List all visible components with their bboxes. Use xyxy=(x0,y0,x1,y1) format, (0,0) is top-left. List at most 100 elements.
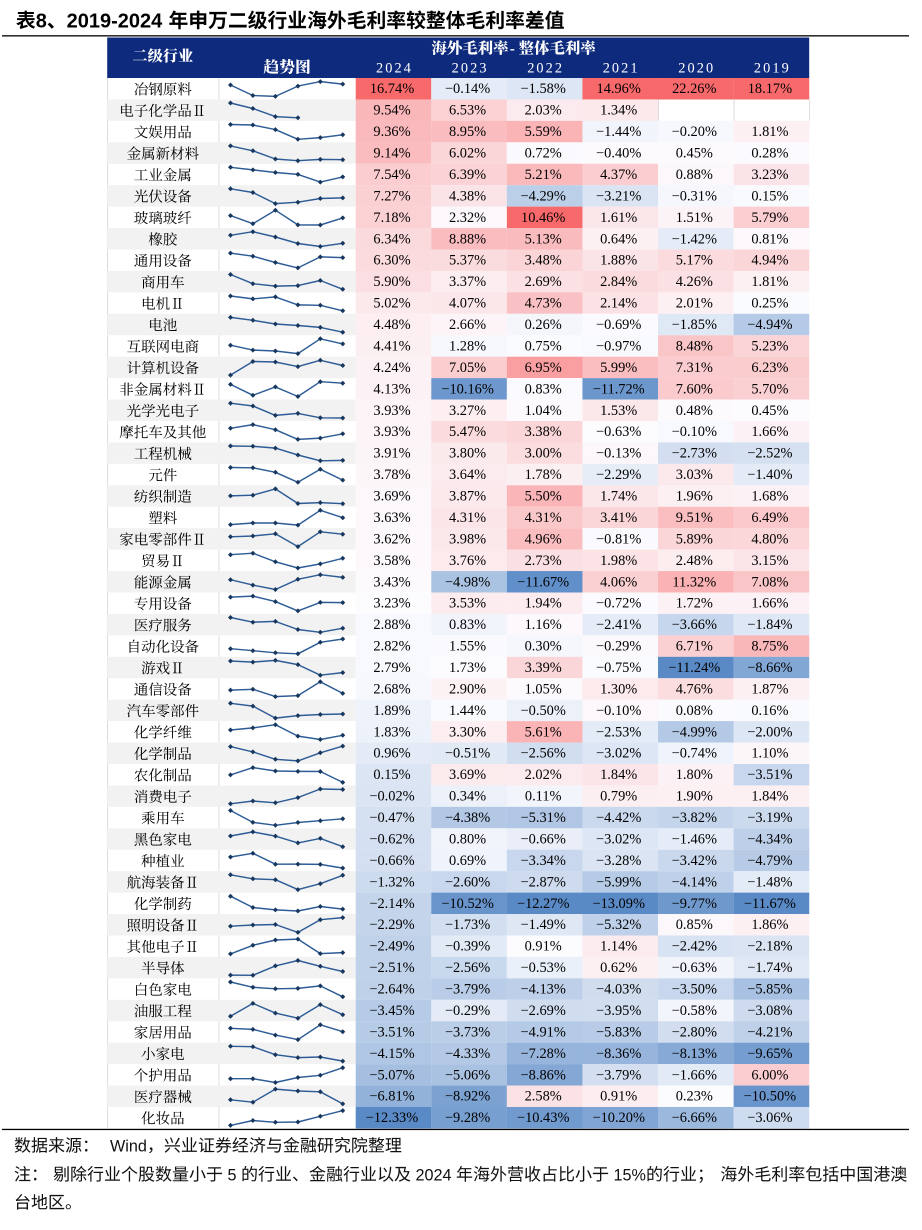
svg-text:−4.33%: −4.33% xyxy=(445,1046,490,1062)
svg-text:−11.72%: −11.72% xyxy=(593,381,645,397)
svg-text:4.48%: 4.48% xyxy=(373,317,410,333)
svg-text:2024: 2024 xyxy=(416,1166,452,1184)
svg-text:−3.19%: −3.19% xyxy=(747,810,792,826)
svg-text:3.41%: 3.41% xyxy=(600,510,637,526)
svg-text:−8.13%: −8.13% xyxy=(672,1046,717,1062)
svg-text:3.76%: 3.76% xyxy=(449,553,486,569)
svg-text:3.43%: 3.43% xyxy=(373,574,410,590)
svg-text:6.34%: 6.34% xyxy=(373,231,410,247)
svg-text:2021: 2021 xyxy=(603,61,640,77)
svg-text:−2.49%: −2.49% xyxy=(369,939,414,955)
svg-text:0.15%: 0.15% xyxy=(751,188,788,204)
svg-text:5.89%: 5.89% xyxy=(676,531,713,547)
svg-text:3.23%: 3.23% xyxy=(751,167,788,183)
svg-text:−1.66%: −1.66% xyxy=(672,1067,717,1083)
svg-text:2.90%: 2.90% xyxy=(449,681,486,697)
svg-text:3.80%: 3.80% xyxy=(449,446,486,462)
svg-text:1.90%: 1.90% xyxy=(676,789,713,805)
svg-text:3.63%: 3.63% xyxy=(373,510,410,526)
svg-text:−2.80%: −2.80% xyxy=(672,1024,717,1040)
svg-text:−0.66%: −0.66% xyxy=(369,853,414,869)
svg-text:1.88%: 1.88% xyxy=(600,253,637,269)
svg-text:−11.67%: −11.67% xyxy=(744,896,796,912)
svg-text:0.45%: 0.45% xyxy=(676,146,713,162)
svg-text:−2.14%: −2.14% xyxy=(369,896,414,912)
svg-text:18.17%: 18.17% xyxy=(748,81,792,97)
svg-text:−2.56%: −2.56% xyxy=(445,960,490,976)
svg-text:3.23%: 3.23% xyxy=(373,596,410,612)
svg-text:4.38%: 4.38% xyxy=(449,188,486,204)
svg-text:1.66%: 1.66% xyxy=(751,424,788,440)
svg-text:3.58%: 3.58% xyxy=(373,553,410,569)
svg-text:−3.34%: −3.34% xyxy=(521,853,566,869)
svg-text:4.24%: 4.24% xyxy=(373,360,410,376)
svg-text:2.68%: 2.68% xyxy=(373,681,410,697)
svg-text:-: - xyxy=(510,41,515,58)
svg-text:−3.06%: −3.06% xyxy=(747,1110,792,1126)
svg-text:1.84%: 1.84% xyxy=(600,767,637,783)
svg-text:7.54%: 7.54% xyxy=(373,167,410,183)
svg-text:4.94%: 4.94% xyxy=(751,253,788,269)
svg-text:5.13%: 5.13% xyxy=(525,231,562,247)
svg-text:2023: 2023 xyxy=(452,61,489,77)
svg-text:7.31%: 7.31% xyxy=(676,360,713,376)
svg-text:−2.64%: −2.64% xyxy=(369,982,414,998)
svg-text:1.84%: 1.84% xyxy=(751,789,788,805)
svg-text:7.18%: 7.18% xyxy=(373,210,410,226)
svg-text:1.55%: 1.55% xyxy=(449,639,486,655)
svg-text:4.31%: 4.31% xyxy=(449,510,486,526)
svg-text:1.96%: 1.96% xyxy=(676,489,713,505)
svg-text:16.74%: 16.74% xyxy=(370,81,414,97)
svg-text:−10.43%: −10.43% xyxy=(517,1110,569,1126)
svg-text:1.72%: 1.72% xyxy=(676,596,713,612)
svg-text:−3.02%: −3.02% xyxy=(596,746,641,762)
svg-text:2.14%: 2.14% xyxy=(600,296,637,312)
svg-text:0.81%: 0.81% xyxy=(751,231,788,247)
svg-text:1.87%: 1.87% xyxy=(751,681,788,697)
svg-text:−11.67%: −11.67% xyxy=(517,574,569,590)
svg-text:−10.52%: −10.52% xyxy=(441,896,493,912)
svg-text:−0.58%: −0.58% xyxy=(672,1003,717,1019)
svg-text:−8.66%: −8.66% xyxy=(747,660,792,676)
svg-text:−10.50%: −10.50% xyxy=(744,1089,796,1105)
svg-text:−4.21%: −4.21% xyxy=(747,1024,792,1040)
svg-text:0.28%: 0.28% xyxy=(751,146,788,162)
svg-text:−2.29%: −2.29% xyxy=(596,467,641,483)
svg-text:2024: 2024 xyxy=(376,61,413,77)
svg-text:−6.81%: −6.81% xyxy=(369,1089,414,1105)
svg-text:3.38%: 3.38% xyxy=(525,424,562,440)
svg-text:−9.28%: −9.28% xyxy=(445,1110,490,1126)
svg-text:−0.72%: −0.72% xyxy=(596,596,641,612)
svg-text:−2.69%: −2.69% xyxy=(521,1003,566,1019)
svg-text:−3.08%: −3.08% xyxy=(747,1003,792,1019)
svg-text:−3.79%: −3.79% xyxy=(445,982,490,998)
svg-text:1.51%: 1.51% xyxy=(676,210,713,226)
svg-text:−3.02%: −3.02% xyxy=(596,832,641,848)
svg-text:−0.47%: −0.47% xyxy=(369,810,414,826)
svg-text:−4.99%: −4.99% xyxy=(672,724,717,740)
svg-text:−11.24%: −11.24% xyxy=(668,660,720,676)
svg-text:7.60%: 7.60% xyxy=(676,381,713,397)
svg-text:3.27%: 3.27% xyxy=(449,403,486,419)
svg-text:3.53%: 3.53% xyxy=(449,596,486,612)
svg-text:4.37%: 4.37% xyxy=(600,167,637,183)
svg-text:4.26%: 4.26% xyxy=(676,274,713,290)
svg-text:2.84%: 2.84% xyxy=(600,274,637,290)
svg-text:−0.02%: −0.02% xyxy=(369,789,414,805)
svg-text:4.07%: 4.07% xyxy=(449,296,486,312)
svg-text:1.44%: 1.44% xyxy=(449,703,486,719)
svg-text:8.48%: 8.48% xyxy=(676,338,713,354)
svg-text:8.88%: 8.88% xyxy=(449,231,486,247)
svg-text:−4.29%: −4.29% xyxy=(521,188,566,204)
svg-text:5.61%: 5.61% xyxy=(525,724,562,740)
svg-text:4.31%: 4.31% xyxy=(525,510,562,526)
svg-text:−0.29%: −0.29% xyxy=(596,639,641,655)
svg-text:2.66%: 2.66% xyxy=(449,317,486,333)
svg-text:0.23%: 0.23% xyxy=(676,1089,713,1105)
svg-text:1.89%: 1.89% xyxy=(373,703,410,719)
svg-text:3.78%: 3.78% xyxy=(373,467,410,483)
svg-text:−0.10%: −0.10% xyxy=(672,424,717,440)
svg-text:6.95%: 6.95% xyxy=(525,360,562,376)
svg-text:10.46%: 10.46% xyxy=(521,210,565,226)
svg-text:−5.06%: −5.06% xyxy=(445,1067,490,1083)
